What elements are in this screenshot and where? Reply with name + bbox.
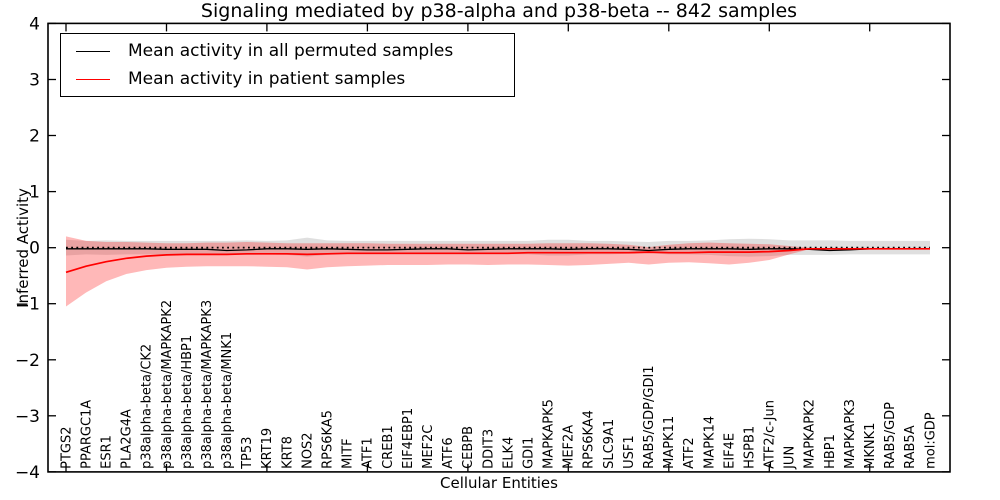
y-tick-label: −3 [15,407,40,427]
x-tick-label: USF1 [622,435,637,469]
legend-entry-patient: Mean activity in patient samples [61,66,514,92]
y-tick-label: −2 [15,351,40,371]
x-tick-label: HBP1 [823,434,838,469]
y-tick-label: 4 [29,14,40,34]
y-tick-label: 1 [29,183,40,203]
y-tick-label: 2 [29,126,40,146]
x-tick-label: RAB5/GDP [883,402,898,469]
x-tick-label: ATF2/c-Jun [763,400,778,469]
x-tick-label: p38alpha-beta/MNK1 [220,332,235,469]
x-tick-label: HSPB1 [742,426,757,469]
chart-title: Signaling mediated by p38-alpha and p38-… [200,0,798,22]
x-tick-label: MAPKAPK5 [541,399,556,469]
x-tick-label: TP53 [240,437,255,470]
x-tick-label: CEBPB [461,426,476,469]
line-patient-mean [65,247,930,274]
x-tick-label: MKNK1 [863,423,878,469]
legend-line-sample-black [76,50,110,52]
x-tick-label: p38alpha-beta/HBP1 [180,335,195,469]
x-tick-label: p38alpha-beta/CK2 [140,344,155,469]
x-tick-label: JUN [783,446,798,470]
legend-entry-permuted: Mean activity in all permuted samples [61,38,514,64]
y-tick-label: 3 [29,70,40,90]
x-tick-label: MITF [341,438,356,468]
x-tick-label: ELK4 [501,437,516,469]
x-tick-label: p38alpha-beta/MAPKAPK3 [200,300,215,469]
x-tick-label: MAPKAPK2 [803,399,818,469]
x-tick-label: MAPKAPK3 [843,399,858,469]
x-tick-label: MEF2A [562,425,577,469]
x-tick-label: PLA2G4A [120,409,135,469]
legend-box: Mean activity in all permuted samples Me… [60,33,515,97]
x-tick-label: SLC9A1 [602,419,617,469]
y-axis-label: Inferred Activity [14,188,32,308]
x-tick-label: ATF6 [441,437,456,469]
x-tick-label: NOS2 [300,432,315,468]
x-tick-label: MEF2C [421,425,436,469]
x-tick-label: CREB1 [381,425,396,469]
legend-label: Mean activity in all permuted samples [128,41,454,61]
x-tick-label: ATF2 [682,437,697,469]
x-tick-label: RAB5/GDP/GDI1 [642,365,657,468]
x-tick-label: EIF4E [722,433,737,469]
x-tick-label: EIF4EBP1 [401,408,416,469]
x-tick-label: MAPK11 [662,416,677,469]
x-tick-label: MAPK14 [702,416,717,469]
x-tick-label: RPS6KA4 [582,410,597,469]
band-patient-range [66,236,810,307]
x-tick-label: ESR1 [99,435,114,469]
y-tick-label: −1 [15,295,40,315]
x-tick-label: RPS6KA5 [320,410,335,469]
x-tick-label: mol:GDP [923,412,938,469]
x-tick-label: KRT19 [260,428,275,469]
x-tick-label: KRT8 [280,436,295,469]
y-tick-label: −4 [15,463,40,483]
x-tick-label: DDIT3 [481,429,496,469]
legend-label: Mean activity in patient samples [128,69,406,89]
x-tick-label: ATF1 [361,437,376,469]
x-tick-label: GDI1 [521,437,536,469]
legend-line-sample-red [76,78,110,80]
x-axis-label: Cellular Entities [440,474,558,492]
x-tick-label: PPARGC1A [79,400,94,469]
y-tick-label: 0 [29,239,40,259]
x-tick-label: p38alpha-beta/MAPKAPK2 [160,300,175,469]
x-tick-label: RAB5A [903,425,918,469]
line-permuted-mean [66,248,930,252]
x-tick-label: PTGS2 [59,427,74,469]
